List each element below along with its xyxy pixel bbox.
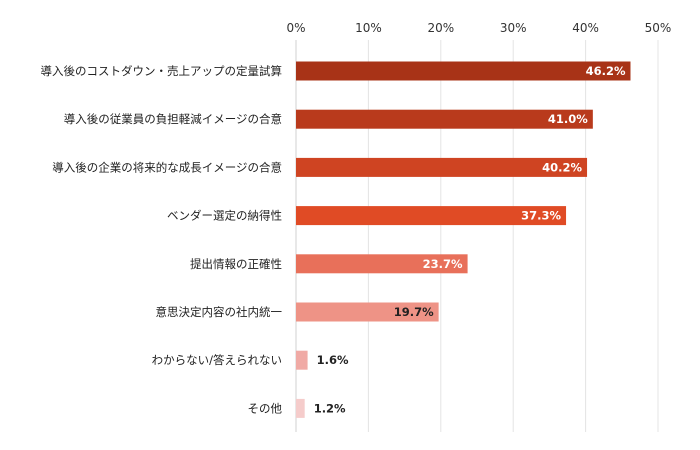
data-label: 37.3%: [521, 209, 561, 223]
bar: [296, 302, 439, 322]
data-label: 41.0%: [548, 112, 588, 126]
x-tick-label: 50%: [645, 21, 672, 35]
data-label: 40.2%: [542, 160, 582, 174]
x-tick-label: 40%: [572, 21, 599, 35]
category-label: 意思決定内容の社内統一: [156, 305, 283, 319]
x-tick-label: 0%: [286, 21, 305, 35]
category-label: 導入後の従業員の負担軽減イメージの合意: [64, 112, 282, 126]
bar: [296, 254, 468, 274]
x-tick-label: 10%: [355, 21, 382, 35]
data-label: 1.2%: [314, 401, 346, 415]
bar: [296, 61, 631, 81]
bar: [296, 350, 308, 370]
data-label: 19.7%: [394, 305, 434, 319]
bar: [296, 109, 593, 129]
category-label: わからない/答えられない: [152, 353, 282, 367]
category-label: その他: [248, 401, 283, 415]
bar: [296, 398, 305, 418]
data-label: 1.6%: [317, 353, 349, 367]
bar: [296, 206, 567, 226]
category-label: 提出情報の正確性: [190, 257, 282, 271]
data-label: 46.2%: [586, 64, 626, 78]
x-tick-label: 20%: [427, 21, 454, 35]
data-label: 23.7%: [423, 257, 463, 271]
category-label: 導入後の企業の将来的な成長イメージの合意: [52, 160, 282, 174]
category-label: ベンダー選定の納得性: [167, 209, 282, 223]
x-tick-label: 30%: [500, 21, 527, 35]
bar: [296, 157, 588, 177]
category-label: 導入後のコストダウン・売上アップの定量試算: [41, 64, 283, 78]
